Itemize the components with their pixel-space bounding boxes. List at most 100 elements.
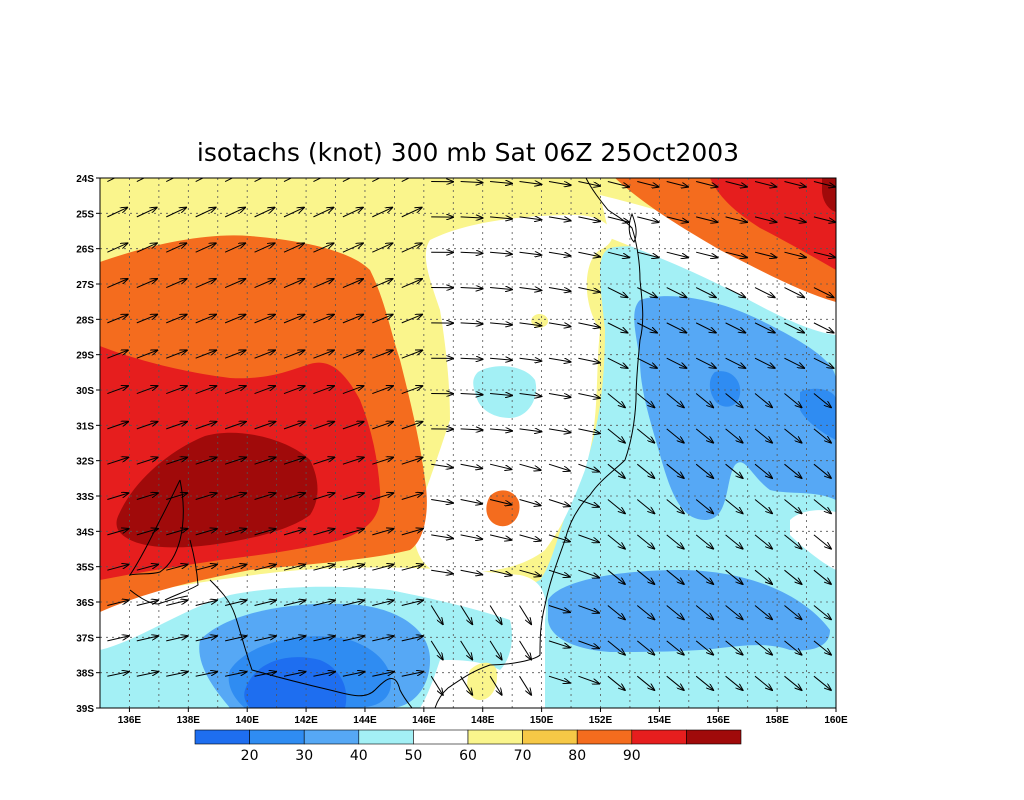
wind-arrow — [607, 428, 625, 443]
wind-arrow — [254, 636, 276, 642]
wind-arrow — [313, 422, 334, 430]
wind-arrow — [401, 279, 422, 288]
wind-arrow — [548, 569, 570, 577]
lon-tick-label: 158E — [765, 715, 789, 726]
lon-tick-label: 138E — [177, 715, 201, 726]
wind-arrow — [548, 251, 571, 256]
wind-arrow — [254, 529, 276, 536]
lon-tick-label: 154E — [648, 715, 672, 726]
wind-arrow — [519, 675, 532, 695]
wind-arrow — [195, 600, 217, 607]
wind-vectors — [107, 178, 835, 695]
wind-arrow — [784, 357, 804, 368]
wind-arrow — [696, 251, 717, 257]
lon-tick-label: 148E — [471, 715, 495, 726]
wind-arrow — [519, 217, 542, 220]
wind-arrow — [195, 422, 217, 430]
colorbar-swatch — [413, 729, 469, 745]
wind-arrow — [283, 422, 305, 430]
wind-arrow — [460, 534, 483, 539]
colorbar-label: 20 — [241, 748, 259, 764]
colorbar-swatch — [249, 729, 305, 745]
wind-arrow — [283, 315, 304, 324]
wind-arrow — [254, 493, 276, 501]
wind-arrow — [225, 636, 246, 642]
wind-arrow — [548, 499, 570, 507]
wind-arrow — [489, 569, 511, 575]
wind-arrow — [784, 322, 804, 333]
wind-arrow — [754, 534, 772, 549]
wind-arrow — [636, 640, 654, 655]
lat-tick-label: 27S — [76, 280, 94, 291]
wind-arrow — [607, 322, 628, 333]
lon-tick-label: 156E — [707, 715, 731, 726]
wind-arrow — [430, 675, 443, 695]
wind-arrow — [637, 216, 658, 222]
coastline-spencer — [164, 539, 199, 601]
plot-frame — [99, 177, 837, 709]
lat-tick-label: 32S — [76, 457, 94, 468]
wind-arrow — [283, 493, 305, 501]
wind-arrow — [813, 251, 835, 257]
colorbar-swatch — [631, 729, 687, 745]
wind-arrow — [372, 422, 393, 430]
lat-tick-label: 36S — [76, 598, 94, 609]
wind-arrow — [754, 287, 775, 298]
wind-arrow — [342, 386, 364, 395]
wind-arrow — [313, 457, 334, 465]
wind-arrow — [254, 386, 276, 395]
wind-arrow — [372, 386, 393, 395]
wind-arrow — [136, 493, 158, 501]
wind-arrow — [636, 428, 654, 443]
wind-arrow — [578, 251, 600, 257]
wind-arrow — [607, 287, 628, 298]
wind-arrow — [607, 463, 625, 478]
wind-arrow — [342, 178, 352, 182]
wind-arrow — [784, 675, 801, 690]
wind-arrow — [401, 672, 424, 677]
wind-arrow — [107, 457, 128, 465]
coastline — [128, 178, 644, 708]
wind-arrow — [813, 463, 831, 478]
wind-arrow — [401, 493, 423, 501]
wind-arrow — [342, 350, 364, 359]
wind-arrow — [283, 672, 306, 677]
wind-arrow — [754, 393, 772, 408]
wind-arrow — [342, 279, 363, 288]
wind-arrow — [195, 493, 217, 501]
wind-arrow — [166, 350, 187, 359]
wind-arrow — [813, 605, 831, 620]
wind-arrow — [666, 322, 687, 333]
wind-arrow — [695, 675, 713, 690]
wind-arrow — [254, 672, 277, 677]
wind-arrow — [813, 393, 831, 408]
wind-arrow — [283, 350, 305, 359]
wind-arrow — [283, 386, 305, 395]
wind-arrow — [696, 181, 717, 187]
wind-arrow — [136, 178, 146, 182]
lat-tick-label: 39S — [76, 704, 94, 715]
wind-arrow — [725, 216, 747, 222]
wind-arrow — [342, 636, 364, 642]
wind-arrow — [283, 565, 305, 571]
wind-arrow — [578, 357, 600, 363]
wind-arrow — [313, 243, 333, 253]
wind-arrow — [666, 640, 684, 655]
wind-arrow — [313, 565, 334, 571]
wind-arrow — [401, 565, 423, 571]
wind-arrow — [224, 457, 246, 465]
wind-arrow — [431, 570, 453, 573]
colorbar-swatch — [686, 729, 742, 745]
wind-arrow — [166, 279, 186, 288]
colorbar-swatch — [303, 729, 360, 745]
lat-tick-label: 34S — [76, 527, 94, 538]
lat-tick-label: 28S — [76, 315, 94, 326]
wind-arrow — [519, 323, 542, 326]
wind-arrow — [254, 315, 275, 324]
wind-arrow — [754, 499, 772, 514]
wind-arrow — [725, 605, 743, 620]
wind-arrow — [695, 357, 716, 368]
wind-arrow — [372, 457, 393, 465]
colorbar-label: 80 — [568, 748, 586, 764]
wind-arrow — [372, 636, 393, 642]
